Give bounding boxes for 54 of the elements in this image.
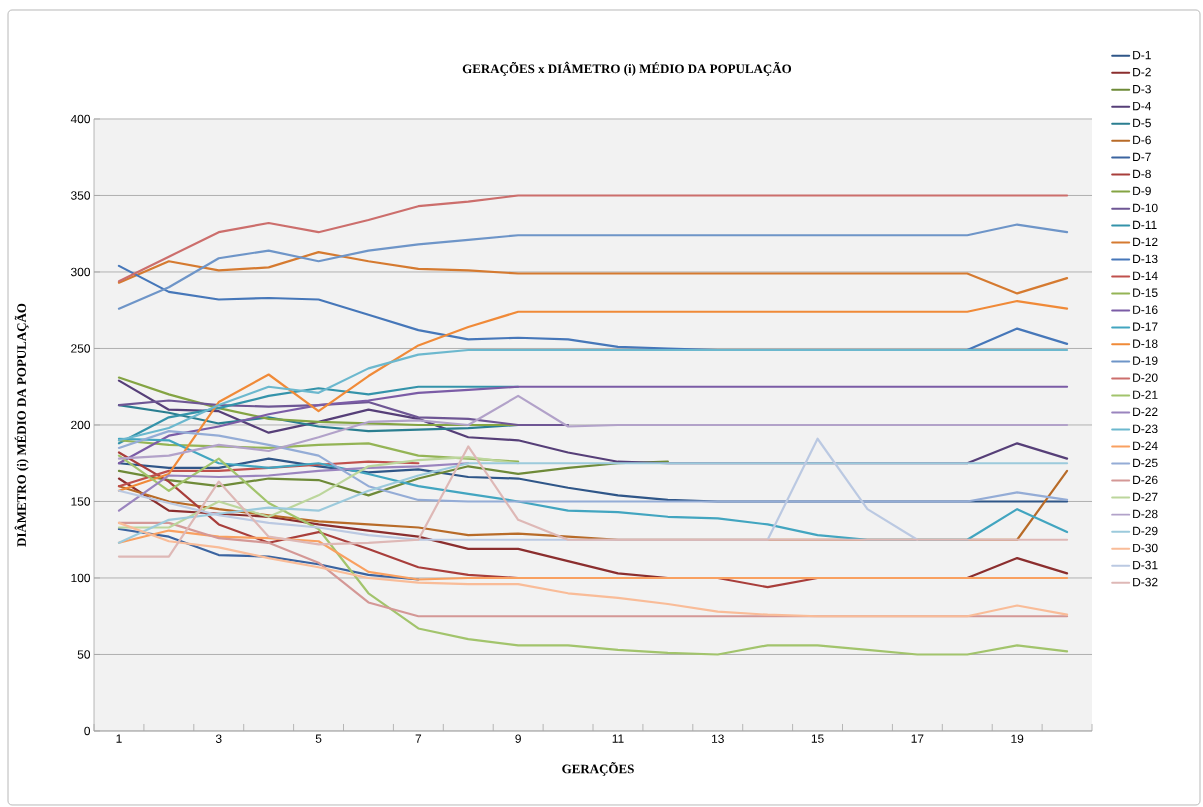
x-tick-label: 7 [415, 734, 422, 743]
legend-label: D-12 [1133, 237, 1158, 246]
legend-label: D-32 [1133, 577, 1158, 587]
legend-label: D-13 [1133, 254, 1158, 264]
y-tick-label: 150 [71, 497, 91, 506]
legend-label: D-10 [1133, 203, 1158, 213]
legend-label: D-21 [1133, 390, 1158, 399]
x-tick-label: 19 [1011, 734, 1024, 743]
chart-title: GERAÇÕES x DIÂMETRO (i) MÉDIO DA POPULAÇÃO [462, 61, 792, 76]
legend-label: D-4 [1133, 101, 1152, 111]
legend-label: D-7 [1133, 152, 1151, 161]
legend-label: D-26 [1133, 475, 1158, 485]
y-tick-label: 50 [77, 650, 91, 659]
x-tick-label: 17 [911, 734, 924, 743]
legend-label: D-9 [1133, 186, 1151, 196]
legend-label: D-29 [1133, 526, 1158, 536]
legend-label: D-14 [1133, 271, 1158, 280]
legend-label: D-8 [1133, 169, 1151, 179]
legend-label: D-25 [1133, 458, 1158, 468]
legend-label: D-5 [1133, 118, 1151, 128]
x-tick-label: 1 [116, 734, 122, 743]
x-tick-label: 3 [215, 734, 222, 743]
legend-label: D-23 [1133, 424, 1158, 434]
legend-label: D-28 [1133, 509, 1158, 519]
x-tick-label: 11 [612, 734, 624, 743]
legend-label: D-31 [1133, 560, 1158, 570]
legend-label: D-16 [1133, 305, 1158, 314]
legend-label: D-17 [1133, 322, 1158, 331]
legend-label: D-1 [1133, 50, 1151, 60]
legend-label: D-15 [1133, 288, 1158, 297]
legend-label: D-22 [1133, 407, 1158, 416]
legend-label: D-24 [1133, 441, 1158, 450]
y-tick-label: 350 [70, 191, 91, 200]
y-tick-label: 250 [71, 344, 91, 353]
legend-label: D-19 [1133, 356, 1158, 365]
legend-label: D-11 [1133, 220, 1157, 229]
x-tick-label: 5 [315, 734, 322, 743]
y-tick-label: 0 [84, 726, 91, 736]
y-tick-label: 100 [71, 573, 91, 583]
legend-label: D-6 [1133, 135, 1151, 145]
legend-label: D-2 [1133, 67, 1151, 77]
legend-label: D-18 [1133, 339, 1158, 348]
x-tick-label: 9 [515, 734, 521, 743]
x-tick-label: 13 [712, 734, 724, 743]
legend-label: D-30 [1133, 543, 1158, 553]
y-tick-label: 200 [71, 420, 91, 430]
x-tick-label: 15 [811, 734, 824, 743]
y-tick-label: 300 [70, 267, 91, 277]
y-axis-title: DIÂMETRO (i) MÉDIO DA POPULAÇÃO [14, 303, 29, 547]
legend-label: D-20 [1133, 373, 1158, 382]
y-tick-label: 400 [70, 114, 91, 124]
legend-label: D-3 [1133, 84, 1151, 94]
legend-label: D-27 [1133, 492, 1158, 502]
x-axis-title: GERAÇÕES [562, 762, 634, 776]
